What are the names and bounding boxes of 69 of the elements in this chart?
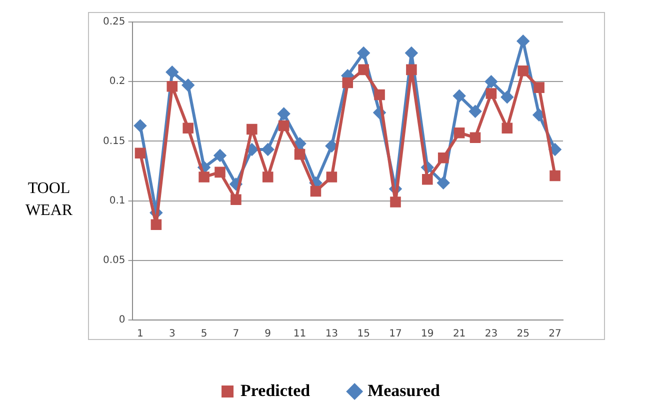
x-tick-label: 7 — [232, 328, 240, 340]
x-tick-label: 11 — [293, 328, 306, 340]
x-tick-label: 9 — [264, 328, 272, 340]
y-tick-label: 0.1 — [109, 195, 126, 206]
legend-label: Measured — [368, 380, 441, 400]
point — [134, 120, 146, 132]
x-tick-label: 23 — [484, 328, 498, 340]
point — [294, 138, 306, 150]
point — [470, 132, 481, 144]
point — [310, 186, 322, 197]
point — [437, 176, 450, 189]
point — [262, 172, 274, 182]
x-tick-label: 27 — [548, 328, 562, 340]
point — [166, 80, 178, 92]
x-tick-label: 5 — [200, 328, 208, 340]
point — [374, 89, 385, 100]
point — [406, 64, 417, 76]
y-axis-title: TOOL WEAR — [24, 179, 74, 221]
x-tick-label: 19 — [421, 328, 434, 340]
point — [358, 46, 370, 59]
point — [278, 120, 290, 132]
point — [454, 127, 465, 138]
point — [182, 79, 194, 92]
point — [518, 65, 529, 76]
point — [533, 108, 546, 121]
x-tick-label: 3 — [168, 328, 176, 340]
point — [358, 64, 369, 76]
point — [534, 82, 544, 93]
y-tick-label: 0.05 — [103, 254, 126, 266]
legend-label: Predicted — [240, 380, 311, 400]
point — [246, 124, 258, 135]
point — [502, 122, 513, 134]
point — [342, 77, 354, 88]
x-tick-label: 15 — [357, 328, 370, 340]
point — [501, 91, 514, 104]
x-tick-label: 1 — [137, 328, 144, 340]
point — [278, 108, 290, 120]
y-tick-label: 0.2 — [109, 76, 126, 88]
y-tick-label: 0 — [118, 314, 126, 326]
point — [422, 174, 433, 185]
point — [453, 90, 466, 102]
y-tick-label: 0.15 — [103, 136, 126, 147]
point — [469, 105, 482, 118]
point — [198, 172, 210, 182]
x-tick-label: 21 — [452, 328, 466, 340]
point — [166, 66, 178, 78]
point — [485, 76, 498, 88]
point — [438, 152, 449, 164]
y-tick-label: 0.25 — [103, 16, 126, 28]
point — [214, 150, 226, 162]
point — [390, 196, 401, 208]
point — [262, 144, 274, 156]
point — [405, 46, 418, 59]
point — [517, 35, 530, 48]
point — [326, 172, 338, 182]
point — [550, 170, 560, 182]
point — [294, 148, 306, 160]
point — [486, 88, 497, 99]
point — [134, 148, 146, 159]
point — [246, 144, 258, 156]
x-tick-label: 17 — [389, 328, 402, 340]
x-tick-label: 25 — [516, 328, 530, 340]
point — [182, 122, 194, 134]
point — [150, 219, 162, 230]
x-tick-label: 13 — [325, 328, 338, 340]
point — [214, 166, 226, 178]
point — [326, 140, 338, 152]
point — [230, 194, 242, 205]
point — [549, 144, 562, 156]
